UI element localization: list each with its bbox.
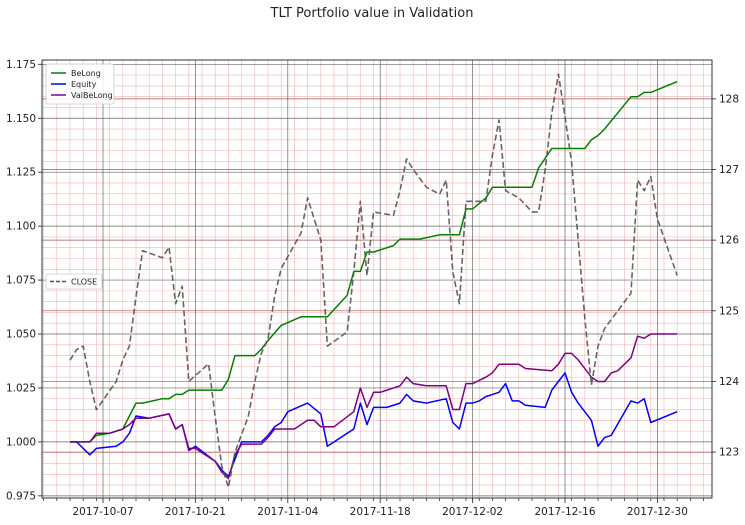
legend-box [45,273,103,290]
y-right-tick-label: 123 [719,447,739,459]
x-tick-label: 2017-11-18 [350,506,411,518]
x-tick-label: 2017-10-21 [165,506,226,518]
legend-label: Equity [71,80,97,89]
series-layer [69,73,678,489]
y-left-tick-label: 1.175 [6,59,36,71]
y-right-tick-label: 127 [719,164,739,176]
legend-label: ValBeLong [71,91,113,100]
series-line-close [69,73,678,489]
chart-title: TLT Portfolio value in Validation [270,6,474,21]
x-tick-label: 2017-11-04 [257,506,318,518]
legend-label: BeLong [71,69,101,78]
left-y-axis: 0.975 1.000 1.025 1.050 1.075 1.100 1.125 1.150… [6,59,42,502]
y-right-tick-label: 125 [719,305,739,317]
y-right-tick-label: 124 [719,376,739,388]
y-right-tick-label: 128 [719,93,739,105]
series-line-valbelong [70,333,678,480]
series-line-belong [70,80,678,443]
x-tick-label: 2017-12-16 [534,506,595,518]
y-left-tick-label: 1.100 [6,221,36,233]
x-tick-label: 2017-12-02 [442,506,503,518]
x-axis: 2017-10-07 2017-10-21 2017-11-04 2017-11-18… [43,498,704,518]
plot-frame [41,59,713,499]
legend-close: CLOSE [45,273,103,290]
major-gridlines [42,60,712,498]
y-left-tick-label: 1.125 [6,167,36,179]
y-left-tick-label: 1.150 [6,113,36,125]
x-tick-label: 2017-10-07 [72,506,133,518]
right-y-axis: 123 124 125 126 127 128 [712,93,739,459]
x-tick-label: 2017-12-30 [627,506,688,518]
legend-label: CLOSE [71,278,97,287]
y-left-tick-label: 1.075 [6,275,36,287]
y-left-tick-label: 1.025 [6,382,36,394]
legend-main: BeLong Equity ValBeLong [45,63,115,105]
y-left-tick-label: 1.000 [6,436,36,448]
y-left-tick-label: 0.975 [6,490,36,502]
y-left-tick-label: 1.050 [6,329,36,341]
y-right-tick-label: 126 [719,235,739,247]
minor-gridlines [42,60,712,498]
legend-box [45,63,115,105]
